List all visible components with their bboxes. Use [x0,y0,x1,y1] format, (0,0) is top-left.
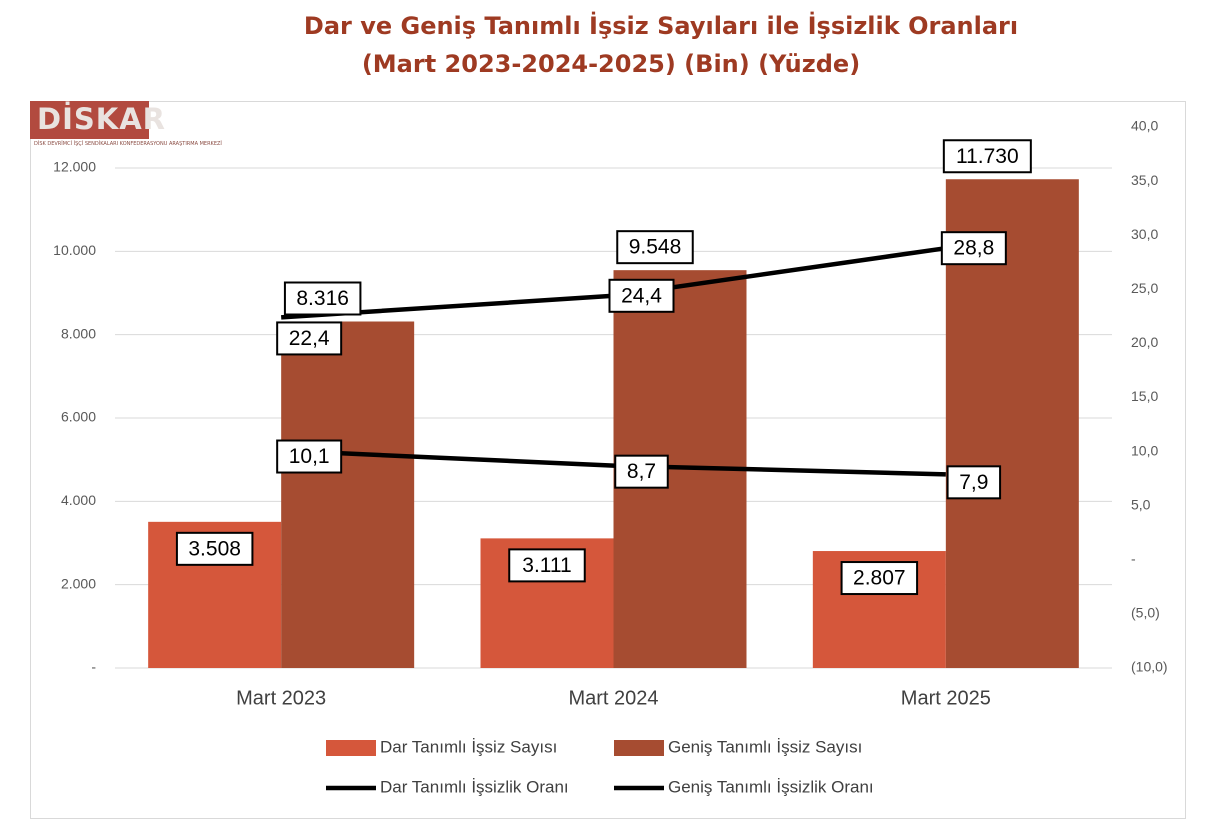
dar-bar-value-label: 2.807 [853,567,906,590]
diskar-logo: DİSKAR DİSK DEVRİMCİ İŞÇİ SENDİKALARI KO… [30,101,222,151]
right-axis-tick-label: 30,0 [1131,226,1158,242]
left-axis-tick-label: 2.000 [61,575,96,591]
logo-background: DİSKAR [30,101,165,139]
logo-text: DİSKAR [37,102,166,136]
dar-bar-value-label-box [840,561,919,596]
genis-bar-value-label-box [942,139,1032,174]
right-axis-tick-label: 35,0 [1131,172,1158,188]
dar-bar-value-label: 3.111 [522,554,571,577]
right-axis-tick-label: (5,0) [1131,605,1160,621]
left-axis-tick-label: 12.000 [53,159,96,175]
genis-rate-value-label-box [276,321,343,356]
dar-bar-value-label: 3.508 [188,537,241,560]
dar-rate-value-label: 7,9 [959,471,988,494]
dar-rate-value-label-box [614,454,669,489]
left-axis-tick-label: 10.000 [53,242,96,258]
left-axis-tick-label: - [91,659,96,675]
right-axis-tick-label: 10,0 [1131,442,1158,458]
chart-frame [30,101,1186,819]
dar-rate-value-label-box [946,465,1002,500]
genis-bar-value-label-box [616,230,694,265]
genis-bar-value-label: 8.316 [296,287,349,310]
category-label: Mart 2024 [568,687,658,709]
left-axis-tick-label: 8.000 [61,325,96,341]
legend-label: Dar Tanımlı İşsiz Sayısı [380,737,557,756]
legend-label: Dar Tanımlı İşsizlik Oranı [380,777,569,796]
legend-swatch-bar [326,740,376,756]
genis-rate-value-label: 22,4 [289,327,330,350]
genis-rate-value-label-box [608,278,675,313]
genis-rate-value-label: 28,8 [953,237,994,260]
right-axis-tick-label: 25,0 [1131,280,1158,296]
left-axis-tick-label: 4.000 [61,492,96,508]
dar-rate-line [281,448,946,477]
legend-swatch-bar [614,740,664,756]
dar-bar-value-label-box [175,531,254,566]
left-axis-tick-label: 6.000 [61,409,96,425]
chart-title-line1: Dar ve Geniş Tanımlı İşsiz Sayıları ile … [303,12,1019,40]
genis-bar-value-label-box [283,281,362,316]
chart-title-line2: (Mart 2023-2024-2025) (Bin) (Yüzde) [361,50,861,78]
right-axis-tick-label: - [1131,551,1136,567]
right-axis-tick-label: 20,0 [1131,334,1158,350]
genis-bar-value-label: 11.730 [956,145,1019,168]
legend-label: Geniş Tanımlı İşsiz Sayısı [668,737,862,756]
right-axis-tick-label: 15,0 [1131,388,1158,404]
dar-bar-value-label-box [508,548,586,583]
genis-bar-value-label: 9.548 [629,236,682,259]
logo-subtitle: DİSK DEVRİMCİ İŞÇİ SENDİKALARI KONFEDERA… [34,141,222,147]
dar-rate-value-label-box [276,439,343,474]
genis-bar [281,321,415,668]
genis-rate-value-label: 24,4 [621,284,662,307]
right-axis-tick-label: 5,0 [1131,496,1151,512]
legend-label: Geniş Tanımlı İşsizlik Oranı [668,777,874,796]
category-label: Mart 2023 [236,687,326,709]
dar-rate-value-label: 10,1 [289,445,330,468]
right-axis-tick-label: (10,0) [1131,659,1168,675]
category-label: Mart 2025 [901,687,991,709]
right-axis-tick-label: 40,0 [1131,118,1158,134]
genis-rate-value-label-box [940,231,1007,266]
dar-rate-value-label: 8,7 [627,460,656,483]
